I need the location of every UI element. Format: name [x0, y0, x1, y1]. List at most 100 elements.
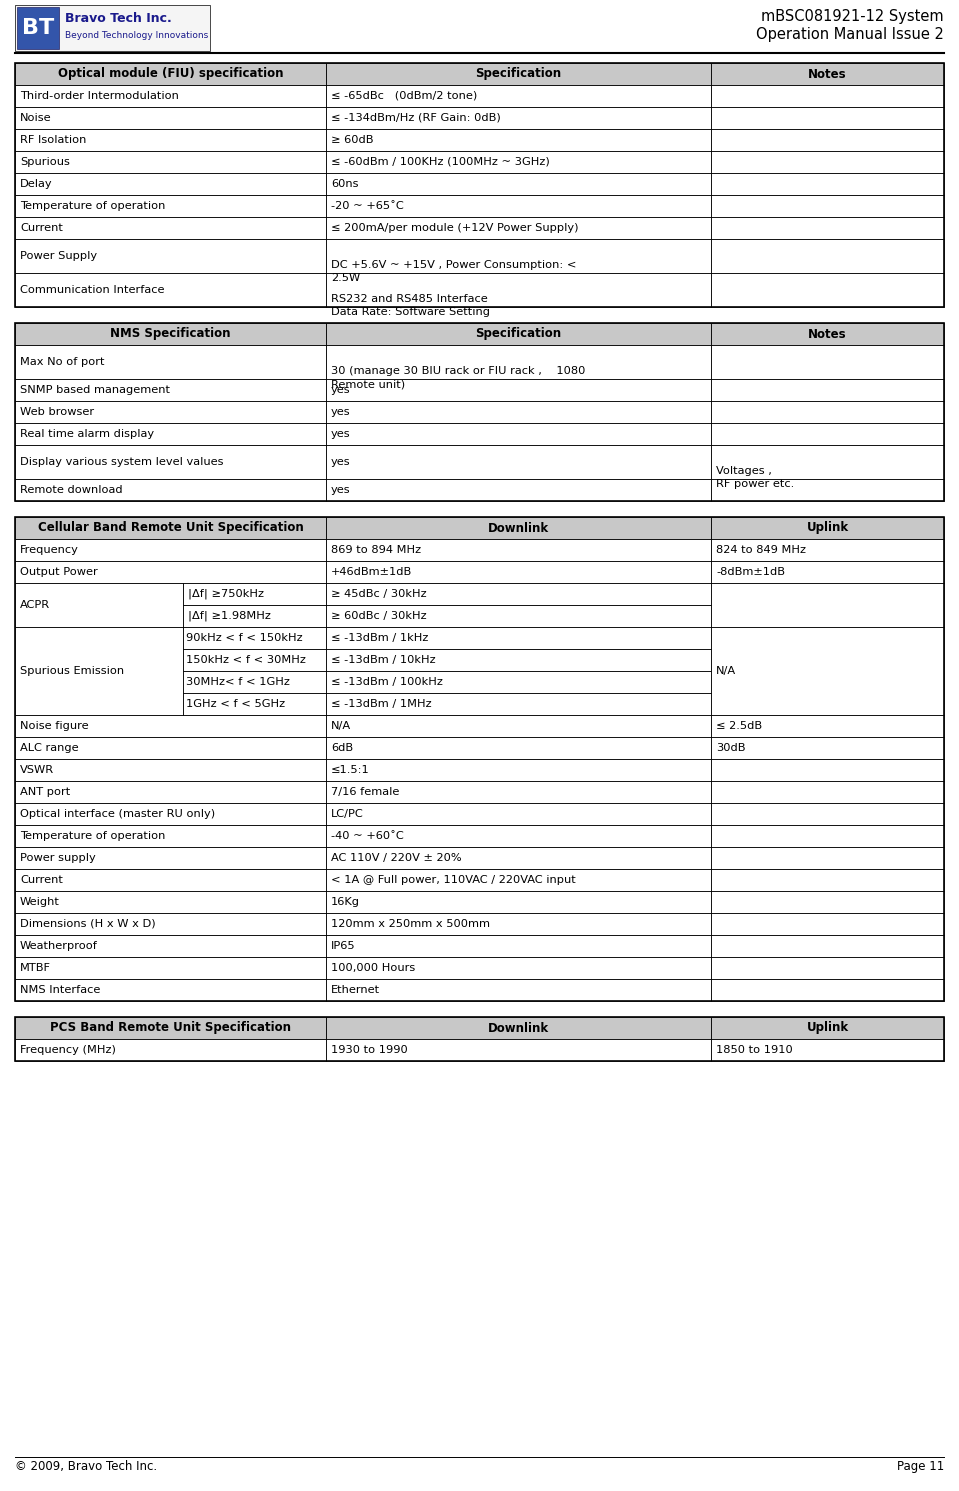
Bar	[326, 85, 711, 107]
Text: yes: yes	[331, 485, 351, 495]
Bar	[711, 517, 944, 540]
Bar	[326, 130, 711, 151]
Bar	[326, 980, 711, 1000]
Text: Cellular Band Remote Unit Specification: Cellular Band Remote Unit Specification	[37, 522, 303, 534]
Text: 150kHz < f < 30MHz: 150kHz < f < 30MHz	[186, 655, 306, 665]
Bar	[15, 324, 326, 344]
Bar	[326, 173, 711, 195]
Bar	[326, 804, 711, 825]
Bar	[15, 517, 326, 540]
Bar	[711, 1017, 944, 1039]
Bar	[15, 912, 326, 935]
Bar	[326, 173, 711, 195]
Bar	[15, 344, 326, 379]
Text: 100,000 Hours: 100,000 Hours	[331, 963, 415, 974]
Bar	[326, 781, 711, 804]
Bar	[711, 63, 944, 85]
Text: 1GHz < f < 5GHz: 1GHz < f < 5GHz	[186, 699, 285, 710]
Bar	[711, 85, 944, 107]
Bar	[326, 401, 711, 423]
Bar	[183, 671, 326, 693]
Bar	[15, 444, 326, 479]
Text: 30 (manage 30 BIU rack or FIU rack ,    1080
Remote unit): 30 (manage 30 BIU rack or FIU rack , 108…	[331, 365, 585, 389]
Bar	[17, 7, 59, 49]
Text: Power Supply: Power Supply	[20, 250, 97, 261]
Text: ≥ 60dBc / 30kHz: ≥ 60dBc / 30kHz	[331, 611, 427, 620]
Bar	[15, 980, 326, 1000]
Bar	[326, 344, 711, 379]
Bar	[711, 804, 944, 825]
Bar	[711, 980, 944, 1000]
Text: 1930 to 1990: 1930 to 1990	[331, 1045, 408, 1056]
Bar	[15, 583, 183, 628]
Bar	[326, 583, 711, 605]
Bar	[326, 759, 711, 781]
Bar	[15, 759, 326, 781]
Bar	[711, 825, 944, 847]
Bar	[711, 401, 944, 423]
Bar	[711, 401, 944, 423]
Bar	[15, 423, 326, 444]
Bar	[326, 649, 711, 671]
Bar	[15, 825, 326, 847]
Text: ≤1.5:1: ≤1.5:1	[331, 765, 370, 775]
Text: -20 ~ +65˚C: -20 ~ +65˚C	[331, 201, 404, 212]
Text: Real time alarm display: Real time alarm display	[20, 429, 154, 438]
Bar	[15, 273, 326, 307]
Text: 16Kg: 16Kg	[331, 898, 360, 907]
Text: 869 to 894 MHz: 869 to 894 MHz	[331, 546, 421, 555]
Text: Uplink: Uplink	[807, 1021, 849, 1035]
Bar	[326, 85, 711, 107]
Text: ACPR: ACPR	[20, 599, 50, 610]
Bar	[711, 912, 944, 935]
Bar	[711, 379, 944, 401]
Bar	[326, 379, 711, 401]
Bar	[15, 716, 326, 737]
Bar	[711, 912, 944, 935]
Bar	[326, 869, 711, 892]
Bar	[15, 273, 326, 307]
Bar	[326, 716, 711, 737]
Bar	[15, 401, 326, 423]
Text: Operation Manual Issue 2: Operation Manual Issue 2	[756, 27, 944, 43]
Text: ≥ 60dB: ≥ 60dB	[331, 136, 373, 145]
Text: Downlink: Downlink	[488, 522, 550, 534]
Bar	[15, 716, 326, 737]
Text: Notes: Notes	[808, 67, 847, 81]
Bar	[15, 540, 326, 561]
Bar	[15, 151, 326, 173]
Bar	[326, 693, 711, 716]
Bar	[711, 107, 944, 130]
Text: yes: yes	[331, 385, 351, 395]
Bar	[326, 218, 711, 239]
Bar	[326, 479, 711, 501]
Bar	[326, 957, 711, 980]
Bar	[183, 693, 326, 716]
Text: yes: yes	[331, 407, 351, 417]
Bar	[326, 479, 711, 501]
Text: Voltages ,
RF power etc.: Voltages , RF power etc.	[716, 467, 794, 489]
Bar	[326, 324, 711, 344]
Bar	[326, 716, 711, 737]
Bar	[15, 781, 326, 804]
Bar	[711, 173, 944, 195]
Bar	[326, 912, 711, 935]
Text: Remote download: Remote download	[20, 485, 123, 495]
Text: -40 ~ +60˚C: -40 ~ +60˚C	[331, 830, 404, 841]
Bar	[711, 1039, 944, 1062]
Bar	[326, 628, 711, 649]
Bar	[711, 151, 944, 173]
Bar	[711, 628, 944, 716]
Text: IP65: IP65	[331, 941, 356, 951]
Bar	[326, 151, 711, 173]
Bar	[183, 605, 326, 628]
Text: -8dBm±1dB: -8dBm±1dB	[716, 567, 785, 577]
Text: N/A: N/A	[716, 666, 737, 675]
Bar	[15, 737, 326, 759]
Text: ≤ -60dBm / 100KHz (100MHz ~ 3GHz): ≤ -60dBm / 100KHz (100MHz ~ 3GHz)	[331, 157, 550, 167]
Bar	[711, 892, 944, 912]
Bar	[326, 912, 711, 935]
Bar	[326, 195, 711, 218]
Bar	[183, 605, 326, 628]
Bar	[711, 869, 944, 892]
